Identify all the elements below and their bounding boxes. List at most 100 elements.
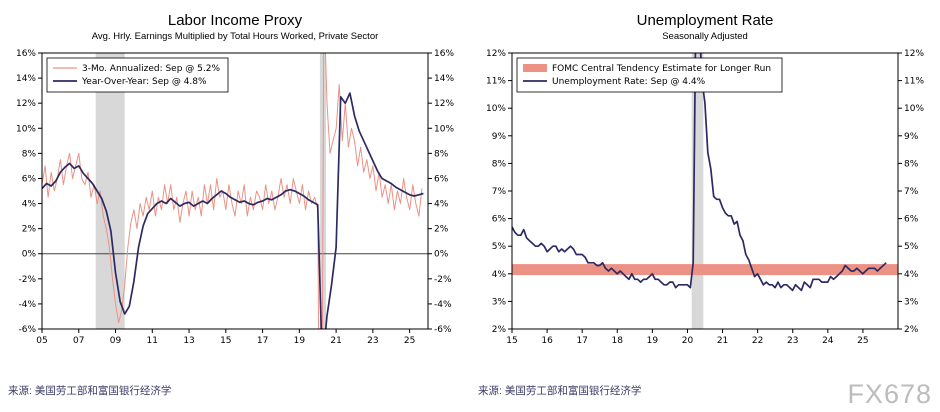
y-tick-label: 14%	[434, 74, 454, 84]
x-tick-label: 13	[183, 336, 194, 346]
x-tick-label: 18	[612, 336, 624, 346]
y-tick-label: 9%	[492, 132, 507, 142]
legend-band-swatch	[523, 64, 547, 72]
y-tick-label: 10%	[904, 104, 924, 114]
y-tick-label: -4%	[434, 300, 452, 310]
legend: FOMC Central Tendency Estimate for Longe…	[516, 57, 783, 93]
y-tick-label: 0%	[22, 250, 37, 260]
unemployment-chart: 2% 2% 3% 3% 4% 4% 5% 5% 6% 6% 7% 7% 8% 8% 9% 9% 10% 10% 11…	[486, 49, 924, 346]
x-tick-label: 07	[73, 336, 84, 346]
source-note-left: 来源: 美国劳工部和富国银行经济学	[8, 385, 172, 397]
y-tick-label: 5%	[904, 242, 919, 252]
source-note-right: 来源: 美国劳工部和富国银行经济学	[478, 385, 642, 397]
legend-box	[516, 57, 783, 93]
y-tick-label: 10%	[16, 124, 36, 134]
x-tick-label: 23	[787, 336, 798, 346]
x-tick-label: 21	[717, 336, 728, 346]
legend-label: FOMC Central Tendency Estimate for Longe…	[552, 64, 771, 74]
labor-income-chart-subtitle: Avg. Hrly. Earnings Multiplied by Total …	[91, 31, 379, 42]
y-tick-label: 11%	[904, 77, 924, 87]
y-tick-label: -4%	[18, 300, 36, 310]
x-tick-label: 25	[857, 336, 868, 346]
y-tick-label: 12%	[16, 99, 36, 109]
x-tick-label: 25	[404, 336, 415, 346]
y-tick-label: 7%	[904, 187, 919, 197]
y-tick-label: 8%	[434, 149, 449, 159]
legend-label: Year-Over-Year: Sep @ 4.8%	[81, 77, 207, 87]
y-tick-label: 10%	[434, 124, 454, 134]
y-axis-labels: -6% -6% -4% -4% -2% -2% 0% 0% 2% 2% 4% 4% 6% 6% 8% 8% 10…	[16, 49, 454, 335]
x-tick-label: 05	[36, 336, 47, 346]
series-unemployment-rate	[512, 53, 887, 292]
y-tick-label: 5%	[492, 242, 507, 252]
legend-label: Unemployment Rate: Sep @ 4.4%	[552, 77, 706, 87]
legend-label: 3-Mo. Annualized: Sep @ 5.2%	[82, 64, 220, 74]
plot-frame	[41, 52, 429, 330]
y-tick-label: 12%	[434, 99, 454, 109]
y-tick-label: 4%	[492, 270, 507, 280]
unemployment-chart-subtitle: Seasonally Adjusted	[662, 31, 748, 42]
y-tick-label: 6%	[904, 215, 919, 225]
fomc-band	[512, 264, 898, 276]
y-tick-label: 12%	[486, 49, 506, 59]
x-axis-labels: 05 07 09 11 13 15 17 19 21 23 25	[36, 329, 415, 346]
series-3-mo-annualized	[42, 53, 423, 329]
y-axis-labels: 2% 2% 3% 3% 4% 4% 5% 5% 6% 6% 7% 7% 8% 8% 9% 9% 10% 10% 11…	[486, 49, 924, 335]
y-tick-label: -6%	[18, 325, 36, 335]
y-tick-label: 3%	[904, 297, 919, 307]
y-tick-label: 6%	[434, 174, 449, 184]
y-tick-label: 8%	[22, 149, 37, 159]
y-tick-label: 8%	[904, 159, 919, 169]
x-tick-label: 22	[752, 336, 763, 346]
y-tick-label: 4%	[904, 270, 919, 280]
x-tick-label: 24	[822, 336, 834, 346]
x-tick-label: 20	[682, 336, 694, 346]
watermark: FX678	[847, 379, 932, 409]
y-tick-label: 9%	[904, 132, 919, 142]
x-tick-label: 17	[576, 336, 587, 346]
y-tick-label: 2%	[492, 325, 507, 335]
x-tick-label: 15	[220, 336, 231, 346]
x-tick-label: 23	[367, 336, 378, 346]
unemployment-chart-title: Unemployment Rate	[636, 12, 774, 29]
y-tick-label: -2%	[18, 275, 36, 285]
x-tick-label: 19	[294, 336, 306, 346]
legend-box	[46, 57, 229, 93]
y-tick-label: -2%	[434, 275, 452, 285]
labor-income-chart-title: Labor Income Proxy	[167, 12, 303, 29]
y-tick-label: -6%	[434, 325, 452, 335]
y-tick-label: 3%	[492, 297, 507, 307]
y-tick-label: 4%	[22, 200, 37, 210]
y-tick-label: 7%	[492, 187, 507, 197]
y-tick-label: 2%	[434, 225, 449, 235]
y-tick-label: 16%	[16, 49, 36, 59]
x-tick-label: 17	[257, 336, 268, 346]
labor-income-chart: -6% -6% -4% -4% -2% -2% 0% 0% 2% 2% 4% 4% 6% 6% 8% 8% 10…	[16, 49, 454, 346]
y-tick-label: 2%	[904, 325, 919, 335]
x-axis-labels: 15 16 17 18 19 20 21 22 23 24 25	[506, 329, 869, 346]
y-tick-label: 14%	[16, 74, 36, 84]
recession-bands	[691, 53, 704, 329]
plot-frame	[511, 52, 899, 330]
y-tick-label: 10%	[486, 104, 506, 114]
series-year-over-year	[42, 92, 424, 329]
x-tick-label: 16	[541, 336, 553, 346]
y-tick-label: 16%	[434, 49, 454, 59]
y-tick-label: 2%	[22, 225, 37, 235]
recession-band	[691, 53, 704, 329]
x-tick-label: 09	[110, 336, 122, 346]
x-tick-label: 15	[506, 336, 517, 346]
x-tick-label: 19	[647, 336, 659, 346]
x-tick-label: 11	[147, 336, 158, 346]
y-tick-label: 6%	[492, 215, 507, 225]
unemployment-chart-panel: Unemployment Rate Seasonally Adjusted 2%…	[470, 0, 940, 412]
legend: 3-Mo. Annualized: Sep @ 5.2% Year-Over-Ye…	[46, 57, 229, 93]
y-tick-label: 0%	[434, 250, 449, 260]
x-tick-label: 21	[330, 336, 341, 346]
y-tick-label: 11%	[486, 77, 506, 87]
y-tick-label: 4%	[434, 200, 449, 210]
y-tick-label: 6%	[22, 174, 37, 184]
y-tick-label: 12%	[904, 49, 924, 59]
y-tick-label: 8%	[492, 159, 507, 169]
